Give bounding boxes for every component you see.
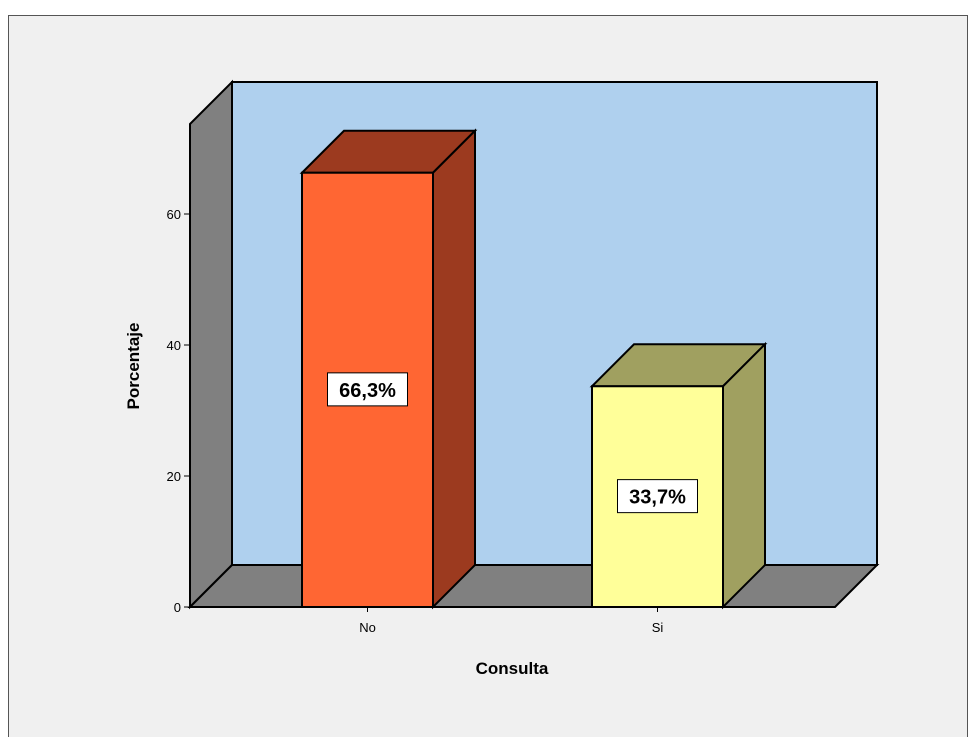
floor [187, 564, 880, 608]
y-tick-label: 20 [167, 469, 181, 484]
data-label: 66,3% [327, 372, 408, 407]
y-ticks: 0 20 40 60 [167, 207, 190, 615]
y-tick-label: 0 [174, 600, 181, 615]
y-tick-label: 60 [167, 207, 181, 222]
bar-front-face [591, 385, 724, 609]
data-label-box [327, 372, 408, 407]
x-tick-label: No [359, 620, 376, 635]
bar-si: 33,7% [589, 341, 768, 610]
data-label-text: 66,3% [339, 380, 396, 402]
bar-side-face [432, 128, 476, 610]
x-tick-label: Si [652, 620, 664, 635]
data-label: 33,7% [617, 479, 698, 514]
data-label-box [617, 479, 698, 514]
y-tick-label: 40 [167, 338, 181, 353]
bar-no: 66,3% [299, 128, 478, 610]
bars: 66,3% 33,7% [299, 128, 768, 610]
x-ticks: No Si [359, 607, 663, 635]
bar-side-face [722, 341, 766, 610]
data-label-text: 33,7% [629, 487, 686, 509]
x-axis-title: Consulta [476, 659, 549, 678]
left-wall [189, 79, 233, 610]
y-axis-title: Porcentaje [124, 323, 143, 410]
